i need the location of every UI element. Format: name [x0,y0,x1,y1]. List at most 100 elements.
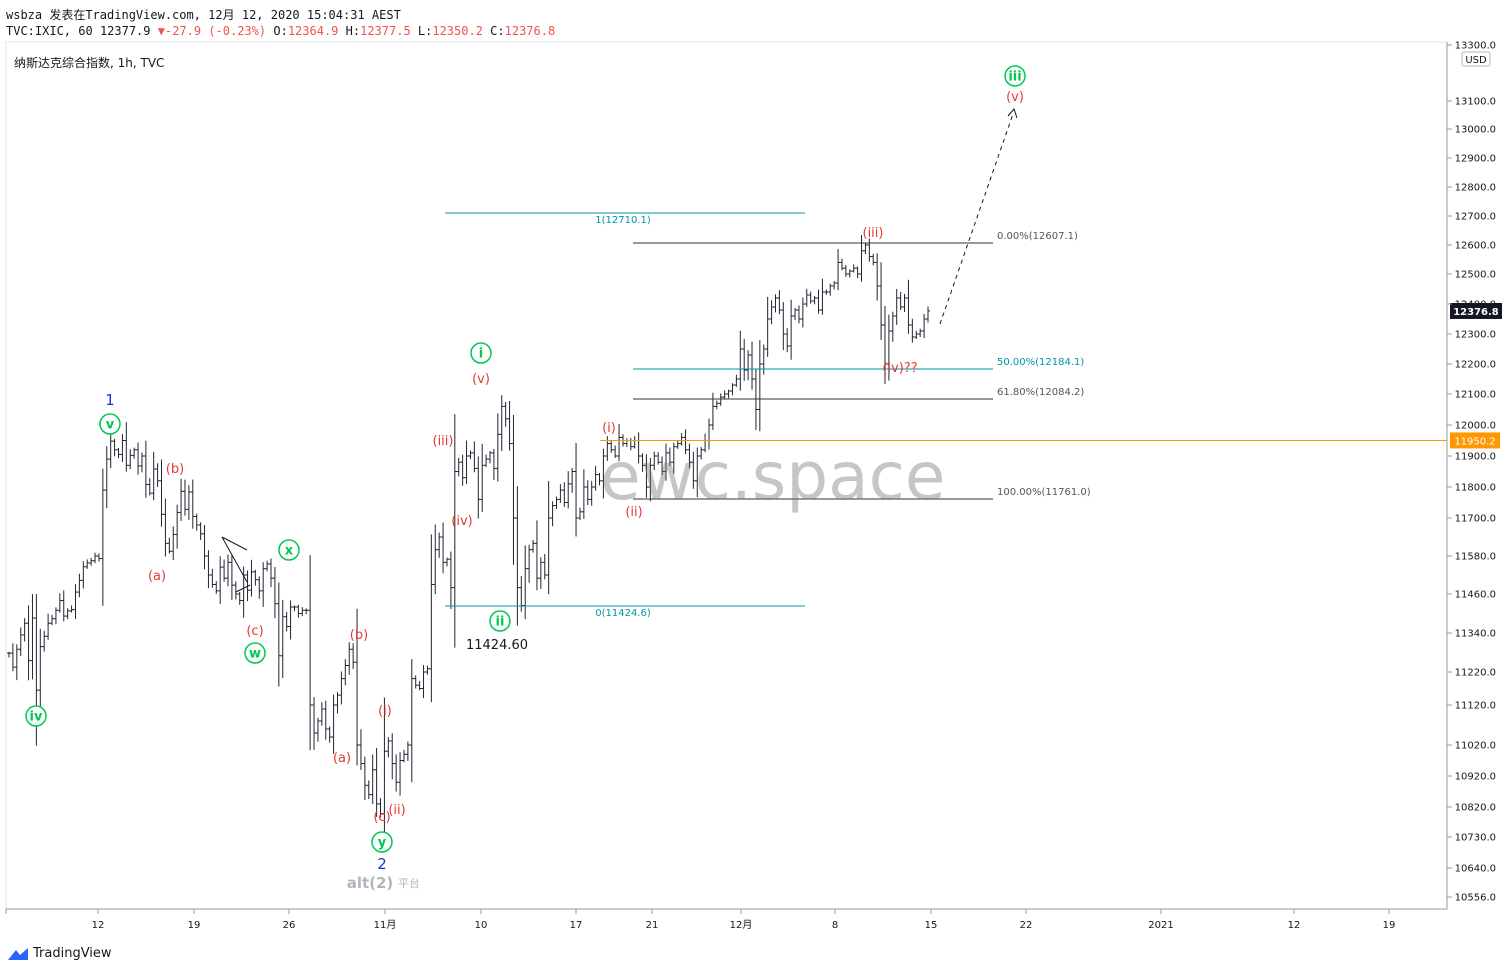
ohlc-bar [14,644,19,681]
ohlc-bar [444,557,449,567]
ohlc-bar [499,395,504,451]
x-tick-label: 21 [646,920,659,931]
ohlc-bar [96,553,101,562]
wave-label-red: (iv)?? [882,361,917,376]
tradingview-logo[interactable]: TradingView [8,946,112,961]
ohlc-bar [875,253,880,301]
ohlc-bar [738,330,743,391]
currency-label: USD [1465,55,1487,66]
ohlc-bar [237,591,242,605]
ohlc-bar [577,507,582,521]
ohlc-bar [30,594,35,680]
ohlc-bar [562,482,567,508]
ohlc-bar [171,526,176,561]
ohlc-bar [851,264,856,273]
ohlc-bar [93,552,98,564]
x-tick-label: 26 [283,920,296,931]
ohlc-bar [663,443,668,481]
ohlc-bar [675,440,680,449]
ohlc-bar [804,288,809,307]
ohlc-bar [910,318,915,343]
fib-level-label: 50.00%(12184.1) [997,357,1084,368]
ohlc-bar [667,447,672,467]
ohlc-bar [585,480,590,505]
alt-wave-suffix: 平台 [398,876,420,890]
ohlc-bar [26,605,31,681]
y-tick-label: 11120.0 [1455,701,1496,712]
ohlc-bar [476,456,481,519]
y-tick-label: 10640.0 [1455,864,1496,875]
y-tick-label: 13300.0 [1455,41,1496,52]
x-tick-label: 12 [92,920,105,931]
ohlc-bar [222,559,227,582]
x-tick-label: 10 [475,920,488,931]
ohlc-bar [648,457,653,502]
y-tick-label: 10920.0 [1455,772,1496,783]
wave-label-red: (c) [246,624,263,639]
y-tick-label: 10820.0 [1455,803,1496,814]
ohlc-bar [366,780,371,800]
ohlc-bar [468,450,473,460]
ohlc-bar [495,413,500,482]
y-tick-label: 12800.0 [1455,183,1496,194]
ohlc-bar [343,659,348,686]
ohlc-bar [10,643,15,672]
header-close-value: 12376.8 [504,24,556,38]
ohlc-bar [527,544,532,583]
ohlc-bar [409,659,414,783]
current-price-label: 12376.8 [1453,307,1499,318]
ohlc-bar [836,249,841,291]
ohlc-bar [441,522,446,574]
ohlc-bar [284,611,289,632]
header-line-2: TVC:IXIC, 60 12377.9 ▼-27.9 (-0.23%) O:1… [6,24,555,38]
ohlc-bar [914,330,919,340]
ohlc-bar [417,681,422,691]
ohlc-bar [300,607,305,617]
ohlc-bar [339,671,344,705]
ohlc-bar [566,471,571,509]
time-axis[interactable]: 12 19 26 11月 10 17 21 12月 8 15 22 2021 12 19 [5,909,1395,931]
ohlc-bar [179,478,184,521]
wave-circle [470,342,492,364]
ohlc-bar [558,484,563,503]
ohlc-bar [280,599,285,678]
ohlc-bar [882,305,887,384]
ohlc-bar [272,566,277,619]
wave-label-red: (iv) [451,514,472,529]
ohlc-bar [550,501,555,527]
ohlc-bar [46,613,51,640]
wave-label-red: (c) [373,810,390,825]
ohlc-bar [139,452,144,473]
ohlc-bar [194,513,199,531]
ohlc-bar [750,341,755,390]
ohlc-bar [218,556,223,605]
ohlc-bar [362,756,367,801]
ohlc-bar [710,392,715,430]
ohlc-bar [378,798,383,818]
y-tick-label: 12700.0 [1455,212,1496,223]
ohlc-bar [210,568,215,588]
ohlc-bar [531,539,536,553]
y-tick-label: 11460.0 [1455,590,1496,601]
fib-ext-top-label: 1(12710.1) [595,215,651,226]
wave-label-red: (iii) [863,226,884,241]
y-tick-label: 13000.0 [1455,125,1496,136]
y-tick-label: 12600.0 [1455,241,1496,252]
ohlc-bar [511,414,516,565]
ohlc-bar [546,481,551,595]
wave-label-red: (v) [472,372,490,387]
ohlc-bar [190,479,195,529]
y-tick-label: 12200.0 [1455,360,1496,371]
y-tick-label: 12300.0 [1455,330,1496,341]
ohlc-bar [589,480,594,506]
ohlc-bar [147,478,152,496]
ohlc-bar [116,447,121,459]
ohlc-bar [679,433,684,446]
ohlc-bar [460,454,465,486]
ohlc-bar [597,472,602,486]
price-axis[interactable]: 13300.0 13100.0 13000.0 12900.0 12800.0 12700… [1447,41,1496,904]
fib-level-label: 100.00%(11761.0) [997,487,1091,498]
ohlc-bar [503,402,508,427]
ohlc-bar [898,291,903,310]
